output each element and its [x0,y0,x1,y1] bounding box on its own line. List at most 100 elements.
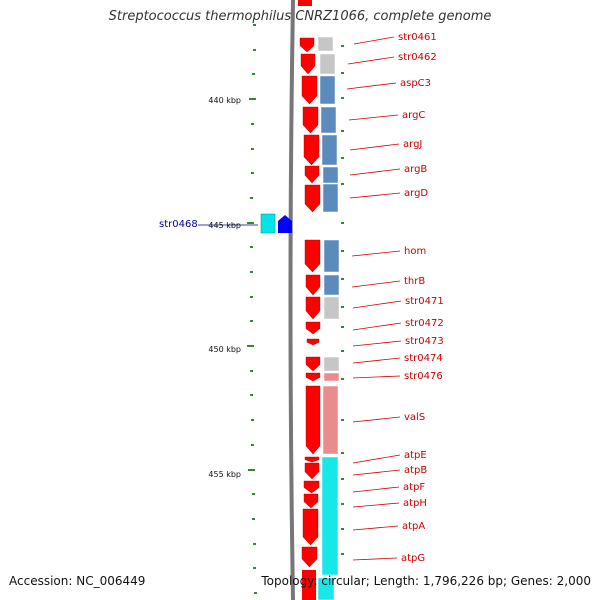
major-tick [248,469,255,471]
minor-tick [250,246,253,248]
gene-label: argC [402,110,425,121]
leader-line [349,143,400,151]
backbone-line [288,0,295,600]
minor-tick [341,503,344,505]
forward-gene-track [298,0,321,600]
topology-text: Topology: circular; Length: 1,796,226 bp… [261,574,591,588]
genome-backbone [288,0,295,600]
minor-tick [341,419,344,421]
minor-tick [253,24,256,26]
gene-label: argB [404,164,427,175]
cog-block [321,134,338,166]
major-tick [249,98,256,100]
gene-label: valS [404,412,425,423]
minor-tick [254,592,257,594]
minor-tick [253,49,256,51]
major-tick [247,345,254,347]
minor-tick [253,567,256,569]
ruler-label: 455 kbp [208,470,241,479]
ruler-label: 445 kbp [208,221,241,230]
forward-gene-arrow [302,508,319,546]
minor-tick [341,222,344,224]
gene-label: str0462 [398,52,437,63]
forward-gene-arrow [305,274,321,296]
leader-line [346,82,397,90]
tick-marks [247,24,344,594]
minor-tick [341,528,344,530]
leader-line [352,525,399,531]
minor-tick [251,172,254,174]
minor-tick [253,543,256,545]
cog-block [322,166,339,184]
gene-label: hom [404,246,426,257]
minor-tick [341,157,344,159]
forward-gene-arrow [298,0,312,6]
cog-block [322,385,339,455]
minor-tick [341,130,344,132]
forward-gene-arrow [302,106,319,134]
minor-tick [341,478,344,480]
cog-block [322,183,339,213]
minor-tick [250,197,253,199]
gene-label: atpH [403,498,427,509]
cog-block [317,36,334,52]
minor-tick [341,183,344,185]
accession-text: Accession: NC_006449 [9,574,146,588]
forward-gene-arrow [305,372,321,382]
ruler-labels: 440 kbp 445 kbp 450 kbp 455 kbp [208,96,241,479]
minor-tick [341,350,344,352]
ruler-label: 450 kbp [208,345,241,354]
forward-gene-arrow [300,53,316,75]
leader-line [347,56,395,65]
gene-label: str0461 [398,32,437,43]
forward-gene-arrow [305,356,321,372]
leader-line [352,486,400,493]
forward-gene-arrow [304,165,320,184]
minor-tick [251,123,254,125]
reverse-gene-arrow [278,215,292,233]
forward-gene-arrow [305,296,321,320]
forward-gene-arrow [299,37,315,53]
gene-label: atpA [402,521,425,532]
gene-label-reverse: str0468 [159,219,198,230]
forward-gene-arrow [305,321,321,335]
forward-gene-arrow [305,385,321,455]
minor-tick [252,73,255,75]
minor-tick [250,370,253,372]
cog-block [323,274,340,296]
forward-gene-arrow [303,480,320,494]
leader-line [353,36,395,45]
gene-label: atpB [404,465,427,476]
leader-line [352,557,398,561]
minor-tick [341,326,344,328]
cog-block [320,106,337,134]
leader-line [352,469,401,476]
minor-tick [251,148,254,150]
forward-gene-arrow [301,75,318,105]
gene-label: str0472 [405,318,444,329]
minor-tick [250,320,253,322]
gene-label: str0473 [405,336,444,347]
cog-track [317,36,340,600]
leader-line [352,502,400,508]
gene-label: thrB [404,276,425,287]
minor-tick [250,296,253,298]
forward-gene-arrow [304,184,321,213]
cog-block [319,53,336,75]
cog-block [323,372,340,382]
gene-label: str0476 [404,371,443,382]
gene-label: atpG [401,553,425,564]
minor-tick [341,97,344,99]
cog-block [323,356,340,372]
map-title: Streptococcus thermophilus CNRZ1066, com… [108,9,492,24]
gene-label: str0474 [404,353,443,364]
minor-tick [251,419,254,421]
leader-line [348,114,399,121]
leader-line [352,300,402,309]
gene-label: argD [404,188,428,199]
leader-line [352,322,402,331]
forward-gene-arrow [306,338,320,346]
forward-gene-arrow [304,239,321,273]
leader-line [349,192,401,199]
minor-tick [341,72,344,74]
